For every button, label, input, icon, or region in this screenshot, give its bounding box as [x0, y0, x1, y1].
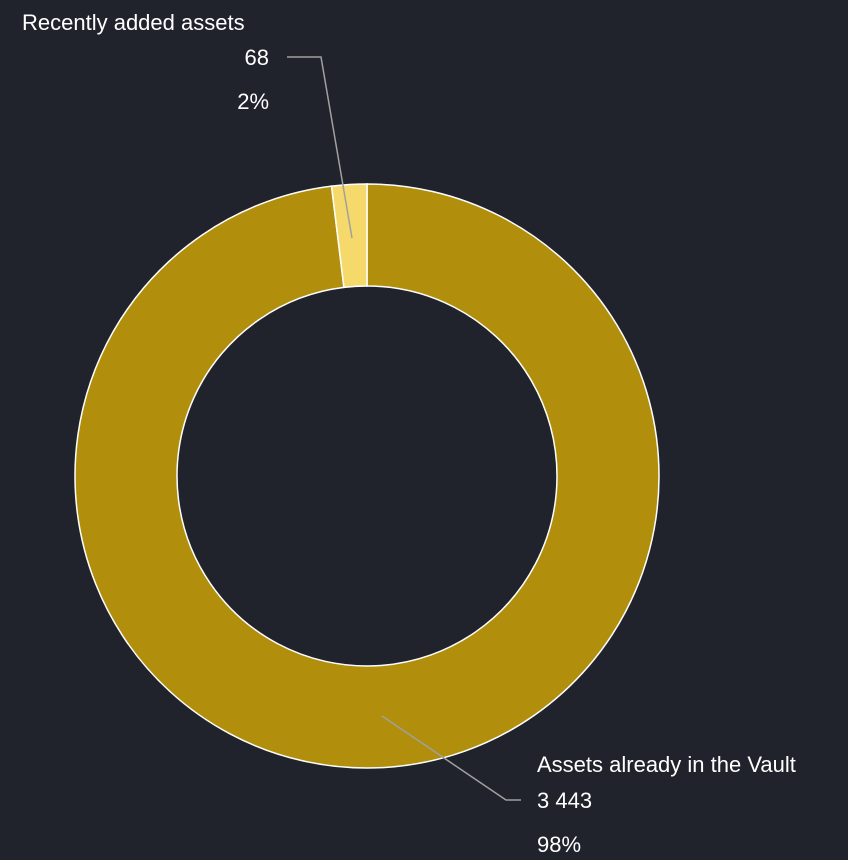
slice-label-recently-added-percent: 2%: [237, 89, 269, 114]
slice-label-assets-in-vault-value: 3 443: [537, 788, 592, 813]
slice-label-assets-in-vault-name: Assets already in the Vault: [537, 752, 796, 777]
leader-lines: [287, 56, 521, 801]
slice-label-assets-in-vault-percent: 98%: [537, 832, 581, 857]
slice-label-recently-added-value: 68: [245, 45, 269, 70]
slices-layer: [74, 183, 660, 769]
slice-labels: Recently added assets 68 2% Assets alrea…: [22, 10, 796, 857]
slice-assets-in-vault: [74, 183, 660, 769]
leader-line-assets-in-vault: [381, 715, 521, 801]
slice-label-recently-added-name: Recently added assets: [22, 10, 245, 35]
leader-line-recently-added: [287, 56, 353, 239]
